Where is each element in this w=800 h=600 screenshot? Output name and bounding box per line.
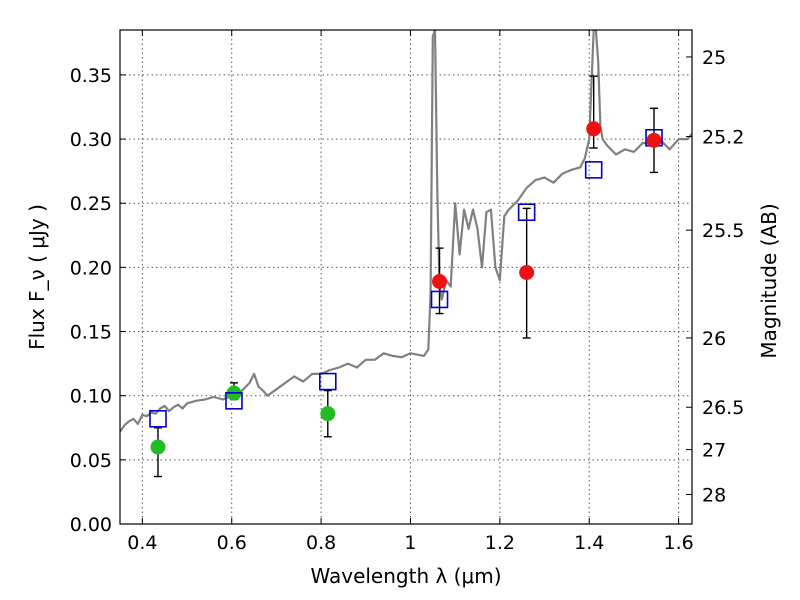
x-tick-label: 1.2 <box>485 532 515 554</box>
model-square <box>517 203 536 222</box>
x-tick-label: 1.4 <box>574 532 604 554</box>
red-point <box>432 273 448 289</box>
x-axis-ticks: 0.4 0.6 0.8 1 1.2 1.4 1.6 <box>127 30 694 554</box>
model-square <box>149 409 167 428</box>
y-tick-label: 0.10 <box>70 386 112 408</box>
x-tick-label: 0.6 <box>217 532 247 554</box>
model-square <box>584 161 603 179</box>
x-tick-label: 0.4 <box>127 532 157 554</box>
y-axis-label: Flux F_ν ( μJy ) <box>25 204 49 350</box>
right-axis-label: Magnitude (AB) <box>757 203 781 358</box>
y-tick-label: 0.15 <box>70 322 112 344</box>
right-tick-label: 27 <box>702 440 726 462</box>
right-tick-label: 26 <box>702 328 726 350</box>
red-point <box>519 265 535 281</box>
model-square <box>225 392 243 410</box>
grid-lines <box>120 30 692 524</box>
spectrum-line <box>120 30 692 433</box>
y-tick-label: 0.25 <box>70 193 112 215</box>
model-squares-series <box>149 128 663 428</box>
model-square <box>430 290 449 309</box>
plot-frame <box>119 29 693 525</box>
green-points-series <box>150 385 336 455</box>
model-square <box>318 372 337 391</box>
x-tick-label: 1 <box>404 532 416 554</box>
right-axis-ticks: 25 25.2 25.5 26 26.5 27 28 <box>686 47 744 506</box>
red-point <box>586 121 602 137</box>
right-tick-label: 25.5 <box>702 220 744 242</box>
right-tick-label: 28 <box>702 484 726 506</box>
y-tick-label: 0.20 <box>70 257 112 279</box>
right-tick-label: 25 <box>702 47 726 69</box>
x-tick-label: 0.8 <box>306 532 336 554</box>
right-tick-label: 25.2 <box>702 126 744 148</box>
x-tick-label: 1.6 <box>663 532 693 554</box>
spectrum-series <box>120 30 692 433</box>
right-tick-label: 26.5 <box>702 397 744 419</box>
green-point <box>320 406 336 422</box>
y-tick-label: 0.05 <box>70 450 112 472</box>
red-point <box>646 132 662 148</box>
y-tick-label: 0.35 <box>70 65 112 87</box>
y-tick-label: 0.00 <box>70 514 112 536</box>
y-axis-ticks: 0.00 0.05 0.10 0.15 0.20 0.25 0.30 0.35 <box>70 65 126 536</box>
y-tick-label: 0.30 <box>70 129 112 151</box>
errorbars <box>153 75 659 478</box>
green-point <box>150 439 166 455</box>
x-axis-label: Wavelength λ (μm) <box>310 564 501 588</box>
red-points-series <box>432 121 662 289</box>
